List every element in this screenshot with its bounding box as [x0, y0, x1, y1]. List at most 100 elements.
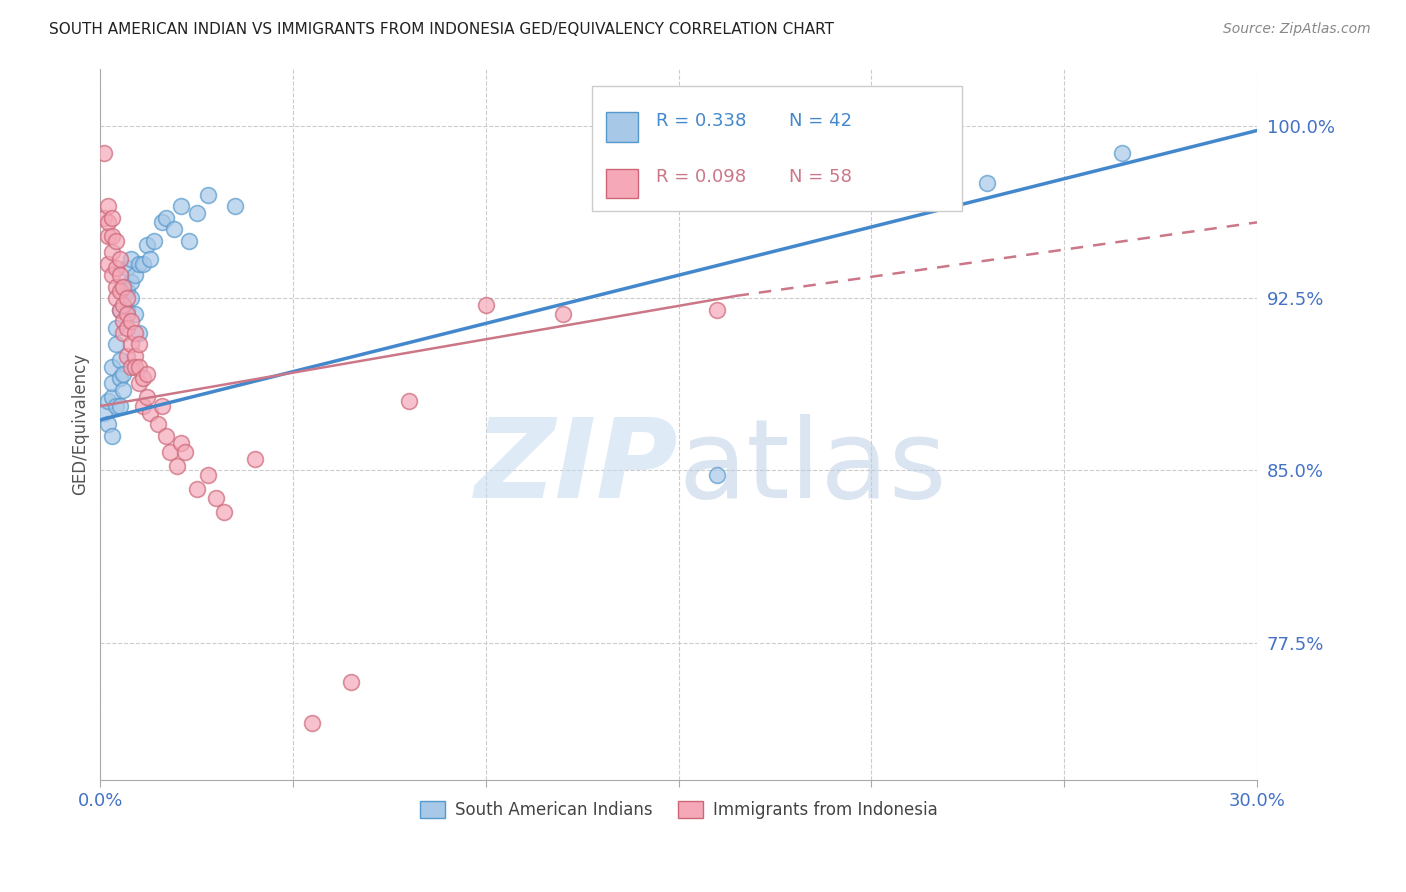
Point	[108, 353, 131, 368]
Point	[112, 383, 135, 397]
Point	[108, 371, 131, 385]
Point	[108, 285, 131, 299]
Point	[132, 371, 155, 385]
Point	[93, 406, 115, 420]
Point	[706, 467, 728, 482]
Point	[170, 199, 193, 213]
Point	[186, 482, 208, 496]
Point	[174, 445, 197, 459]
Point	[104, 234, 127, 248]
Point	[475, 298, 498, 312]
Point	[117, 321, 139, 335]
Point	[101, 211, 124, 225]
Point	[112, 326, 135, 340]
Point	[135, 367, 157, 381]
Point	[101, 376, 124, 390]
Point	[93, 146, 115, 161]
Point	[104, 337, 127, 351]
Point	[301, 715, 323, 730]
Point	[398, 394, 420, 409]
Point	[108, 302, 131, 317]
Point	[224, 199, 246, 213]
Point	[120, 275, 142, 289]
FancyBboxPatch shape	[592, 87, 962, 211]
Point	[1111, 146, 1133, 161]
Point	[155, 429, 177, 443]
Point	[120, 359, 142, 374]
Point	[104, 279, 127, 293]
Point	[97, 257, 120, 271]
Point	[117, 291, 139, 305]
Point	[97, 417, 120, 432]
Legend: South American Indians, Immigrants from Indonesia: South American Indians, Immigrants from …	[413, 794, 943, 825]
Point	[139, 406, 162, 420]
Point	[101, 229, 124, 244]
Point	[104, 399, 127, 413]
Point	[128, 257, 150, 271]
Point	[212, 505, 235, 519]
Point	[170, 435, 193, 450]
Point	[101, 268, 124, 282]
FancyBboxPatch shape	[606, 112, 638, 143]
Point	[551, 307, 574, 321]
Point	[155, 211, 177, 225]
Point	[120, 337, 142, 351]
Point	[120, 252, 142, 266]
Text: N = 58: N = 58	[789, 169, 852, 186]
Point	[197, 467, 219, 482]
Text: R = 0.098: R = 0.098	[655, 169, 745, 186]
Point	[117, 307, 139, 321]
Point	[148, 417, 170, 432]
Point	[124, 349, 146, 363]
Point	[124, 268, 146, 282]
Point	[143, 234, 166, 248]
Point	[124, 326, 146, 340]
Point	[112, 279, 135, 293]
Point	[108, 252, 131, 266]
Point	[135, 238, 157, 252]
Point	[166, 458, 188, 473]
Point	[108, 268, 131, 282]
Point	[112, 367, 135, 381]
Point	[159, 445, 181, 459]
Point	[128, 326, 150, 340]
Y-axis label: GED/Equivalency: GED/Equivalency	[72, 353, 89, 495]
Text: SOUTH AMERICAN INDIAN VS IMMIGRANTS FROM INDONESIA GED/EQUIVALENCY CORRELATION C: SOUTH AMERICAN INDIAN VS IMMIGRANTS FROM…	[49, 22, 834, 37]
Point	[117, 261, 139, 276]
Point	[150, 399, 173, 413]
Point	[177, 234, 200, 248]
Point	[97, 229, 120, 244]
Point	[132, 399, 155, 413]
Point	[197, 187, 219, 202]
FancyBboxPatch shape	[606, 169, 638, 198]
Point	[117, 285, 139, 299]
Text: R = 0.338: R = 0.338	[655, 112, 747, 130]
Point	[706, 302, 728, 317]
Point	[124, 307, 146, 321]
Point	[120, 314, 142, 328]
Point	[104, 321, 127, 335]
Point	[205, 491, 228, 505]
Point	[139, 252, 162, 266]
Point	[97, 199, 120, 213]
Point	[135, 390, 157, 404]
Point	[101, 245, 124, 260]
Point	[104, 291, 127, 305]
Point	[132, 257, 155, 271]
Text: atlas: atlas	[679, 414, 948, 521]
Point	[112, 279, 135, 293]
Point	[112, 314, 135, 328]
Point	[101, 390, 124, 404]
Point	[976, 177, 998, 191]
Point	[112, 298, 135, 312]
Point	[186, 206, 208, 220]
Point	[162, 222, 184, 236]
Point	[117, 349, 139, 363]
Text: ZIP: ZIP	[475, 414, 679, 521]
Point	[101, 429, 124, 443]
Point	[124, 359, 146, 374]
Point	[104, 261, 127, 276]
Point	[120, 291, 142, 305]
Point	[128, 376, 150, 390]
Text: Source: ZipAtlas.com: Source: ZipAtlas.com	[1223, 22, 1371, 37]
